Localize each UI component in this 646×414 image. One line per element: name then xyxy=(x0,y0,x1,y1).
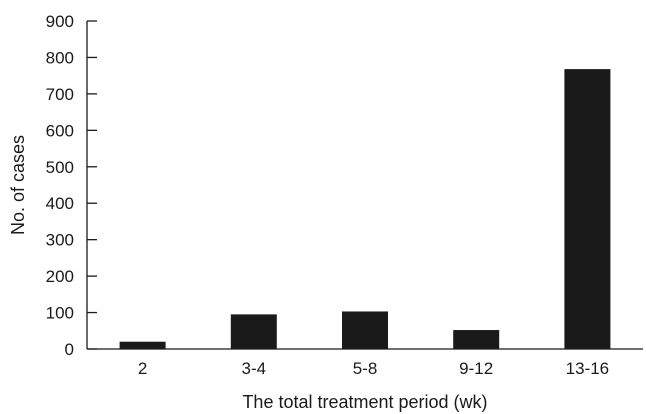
bars xyxy=(119,69,611,350)
y-tick-label: 200 xyxy=(46,267,74,286)
y-tick-label: 800 xyxy=(46,48,74,67)
y-tick-label: 100 xyxy=(46,304,74,323)
bar-5-8 xyxy=(342,311,388,349)
x-tick-label: 9-12 xyxy=(459,359,493,378)
y-tick-label: 0 xyxy=(65,340,74,359)
bar-3-4 xyxy=(230,314,277,349)
y-tick-label: 300 xyxy=(46,231,74,250)
y-axis: 0 100 200 300 400 500 600 700 800 900 xyxy=(46,12,97,359)
x-tick-label: 2 xyxy=(138,359,147,378)
bar-2 xyxy=(119,341,166,349)
bar-13-16 xyxy=(564,69,611,350)
bar-9-12 xyxy=(453,330,500,349)
y-tick-label: 700 xyxy=(46,85,74,104)
y-tick-label: 500 xyxy=(46,158,74,177)
x-tick-label: 3-4 xyxy=(242,359,267,378)
y-tick-label: 400 xyxy=(46,194,74,213)
x-axis-title: The total treatment period (wk) xyxy=(242,392,487,412)
x-axis: 2 3-4 5-8 9-12 13-16 xyxy=(87,348,643,378)
x-tick-label: 5-8 xyxy=(353,359,378,378)
y-tick-label: 600 xyxy=(46,121,74,140)
y-tick-label: 900 xyxy=(46,12,74,31)
y-axis-title: No. of cases xyxy=(8,135,28,235)
x-tick-label: 13-16 xyxy=(566,359,609,378)
